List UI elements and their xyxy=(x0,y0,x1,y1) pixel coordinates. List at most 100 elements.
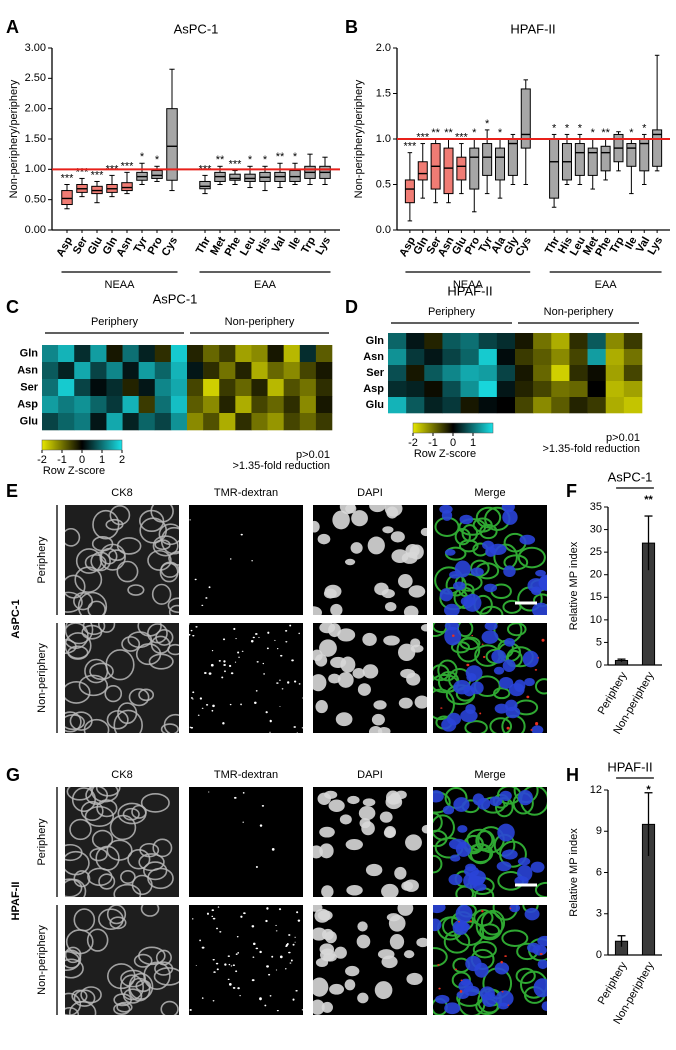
heatmap-cell xyxy=(424,397,443,414)
y-tick-label: 12 xyxy=(590,784,602,796)
dextran-dot xyxy=(279,955,283,959)
dextran-dot xyxy=(259,950,262,954)
colorbar-tick-label: -1 xyxy=(57,454,67,466)
y-tick-label: 30 xyxy=(590,523,602,535)
nucleus xyxy=(448,873,463,886)
cell-outline xyxy=(65,946,82,964)
nucleus xyxy=(317,533,331,545)
y-tick-label: 35 xyxy=(590,501,602,513)
cell-outline xyxy=(138,853,165,872)
nucleus xyxy=(501,505,515,513)
nucleus xyxy=(400,668,416,679)
nucleus xyxy=(463,685,476,697)
heatmap-cell xyxy=(235,396,252,414)
dextran-dot xyxy=(217,906,220,908)
cell-outline xyxy=(116,560,139,583)
dextran-dot xyxy=(212,704,215,708)
dextran-dot xyxy=(227,978,230,980)
y-axis-title: Non-periphery/periphery xyxy=(353,79,365,198)
heatmap-cell xyxy=(251,345,268,363)
dextran-dot xyxy=(251,560,253,562)
dextran-dot xyxy=(460,979,463,982)
dextran-dot xyxy=(256,661,259,663)
micrograph xyxy=(189,505,303,615)
column-header: CK8 xyxy=(111,769,132,781)
heatmap-cell xyxy=(283,379,301,397)
dextran-dot xyxy=(479,712,482,715)
box xyxy=(626,143,637,167)
heatmap-cell xyxy=(406,333,425,350)
micrograph xyxy=(433,623,547,733)
nucleus xyxy=(313,927,327,941)
nucleus xyxy=(339,814,352,825)
heatmap-cell xyxy=(154,379,172,397)
colorbar-tick-label: 0 xyxy=(450,437,456,449)
heatmap-cell xyxy=(138,413,156,431)
heatmap-cell xyxy=(623,365,643,382)
colorbar-label: Row Z-score xyxy=(43,465,105,477)
dextran-dot xyxy=(216,968,219,971)
membrane xyxy=(502,599,522,614)
significance: * xyxy=(565,122,570,134)
nucleus xyxy=(347,795,360,805)
box xyxy=(652,129,663,167)
dextran-dot xyxy=(205,704,209,706)
significance: ** xyxy=(276,151,285,163)
heatmap-cell xyxy=(219,413,236,431)
cell-outline xyxy=(168,604,179,615)
image-background xyxy=(189,787,303,897)
nucleus xyxy=(530,861,545,873)
dextran-dot xyxy=(271,847,275,851)
heatmap-cell xyxy=(478,381,498,398)
dextran-dot xyxy=(287,681,290,684)
significance: *** xyxy=(229,158,243,170)
membrane xyxy=(433,947,448,967)
y-tick-label: 1.0 xyxy=(376,133,391,145)
heatmap-cell xyxy=(42,362,59,380)
x-tick-label: Ile xyxy=(623,235,640,252)
note: >1.35-fold reduction xyxy=(232,460,330,472)
heatmap-cell xyxy=(219,362,236,380)
heatmap-cell xyxy=(315,379,333,397)
heatmap-cell xyxy=(90,362,107,380)
cell-outline xyxy=(143,961,171,990)
nucleus xyxy=(313,977,329,997)
cell-outline xyxy=(65,992,82,1015)
nucleus xyxy=(504,638,515,647)
y-tick-label: 6 xyxy=(596,866,602,878)
nucleus xyxy=(403,605,419,615)
heatmap-cell xyxy=(460,349,480,366)
dextran-dot xyxy=(451,634,455,637)
heatmap-cell xyxy=(496,365,516,382)
heatmap-cell xyxy=(569,333,588,350)
nucleus xyxy=(328,799,345,813)
nucleus xyxy=(433,905,446,914)
nucleus xyxy=(330,656,347,669)
micrograph xyxy=(65,905,179,1015)
dextran-dot xyxy=(500,960,503,964)
significance: ** xyxy=(431,127,440,139)
heatmap-cell xyxy=(605,365,625,382)
significance: * xyxy=(293,151,298,163)
nucleus xyxy=(433,918,442,932)
dextran-dot xyxy=(292,998,295,1001)
micrograph xyxy=(189,787,303,897)
dextran-dot xyxy=(275,969,278,971)
heatmap-cell xyxy=(315,413,333,431)
heatmap-cell xyxy=(533,333,552,350)
dextran-dot xyxy=(288,951,291,954)
heatmap-cell xyxy=(623,349,643,366)
box xyxy=(151,170,163,179)
nucleus xyxy=(362,664,379,679)
colorbar-tick-label: 0 xyxy=(79,454,85,466)
x-tick-label: His xyxy=(254,235,273,256)
image-background xyxy=(189,905,303,1015)
dextran-dot xyxy=(280,654,283,657)
nucleus xyxy=(351,510,368,527)
dextran-dot xyxy=(192,698,194,700)
micrograph xyxy=(189,623,303,733)
dextran-dot xyxy=(251,925,255,928)
nucleus xyxy=(541,1001,547,1012)
significance: *** xyxy=(76,166,90,178)
cell-outline xyxy=(84,805,115,828)
